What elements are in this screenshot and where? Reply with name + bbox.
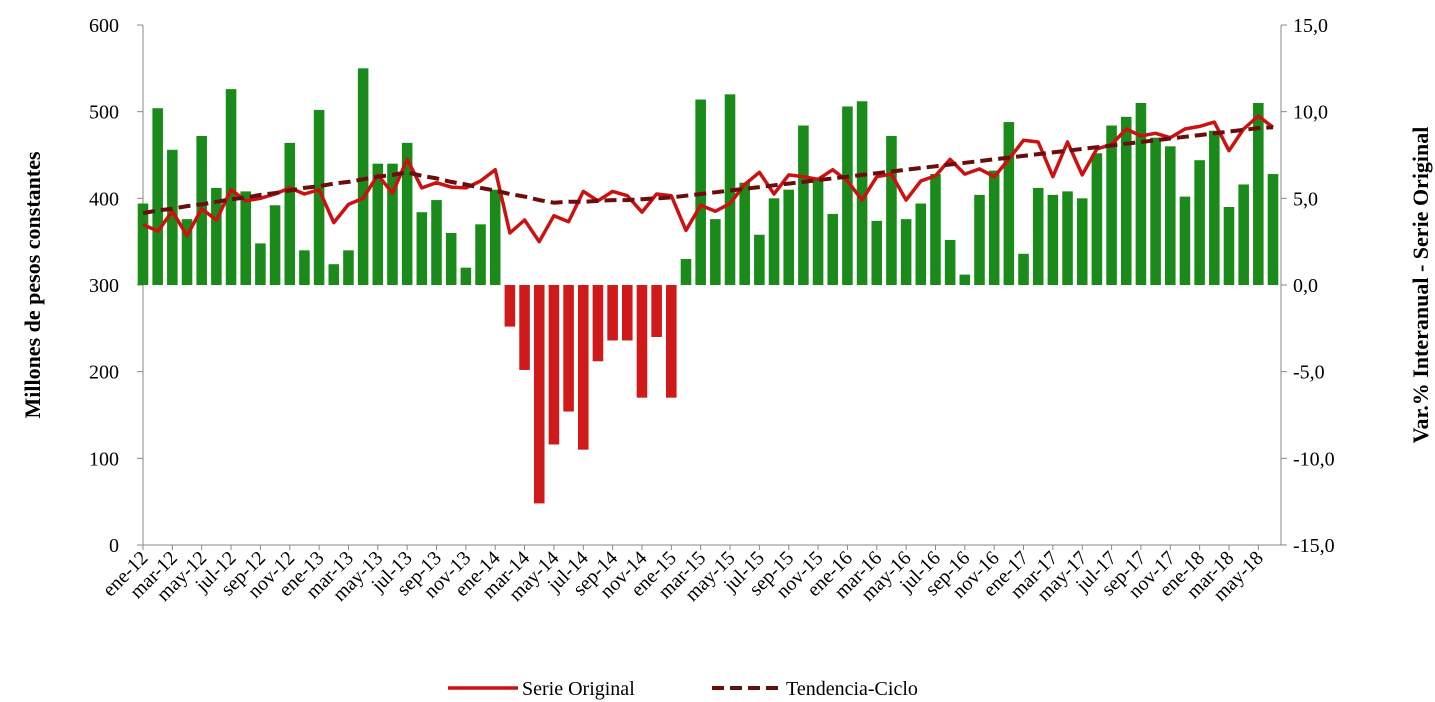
bar <box>1135 103 1147 285</box>
bar <box>137 203 149 285</box>
bar <box>284 142 296 285</box>
bar <box>1047 194 1059 285</box>
bar <box>871 220 883 285</box>
bar <box>1032 187 1044 285</box>
bar <box>533 285 545 504</box>
bar <box>1209 130 1220 285</box>
bar <box>504 285 516 327</box>
bar <box>651 285 662 337</box>
y-tick-label: 100 <box>89 448 119 470</box>
bar <box>680 259 692 285</box>
bar <box>343 250 354 285</box>
bar <box>431 200 442 285</box>
bar <box>666 285 677 398</box>
legend-label: Tendencia-Ciclo <box>786 678 918 700</box>
bar <box>607 285 618 341</box>
bar <box>1179 196 1191 285</box>
bar <box>944 239 956 285</box>
bar <box>255 243 266 285</box>
bar <box>915 203 927 285</box>
y2-axis-title: Var.% Interanual - Serie Original <box>1408 127 1433 444</box>
y2-tick-label: 0,0 <box>1293 275 1318 297</box>
bar <box>1120 116 1132 285</box>
bar <box>313 109 325 285</box>
y2-tick-label: 10,0 <box>1293 102 1328 124</box>
line-series <box>142 114 1275 244</box>
bar <box>328 264 340 285</box>
y-tick-label: 600 <box>89 15 119 37</box>
bar <box>1223 207 1235 285</box>
bar <box>387 163 398 285</box>
bar <box>548 285 560 445</box>
y2-tick-label: -15,0 <box>1293 535 1335 557</box>
bar <box>401 142 413 285</box>
bar <box>299 250 310 285</box>
bar <box>416 212 428 285</box>
bar <box>167 149 178 285</box>
y-tick-label: 500 <box>89 102 119 124</box>
bar <box>930 174 941 285</box>
bar <box>1106 125 1117 286</box>
bar <box>1018 253 1029 285</box>
bar <box>988 170 1000 285</box>
bar <box>225 89 237 285</box>
bar <box>577 285 589 450</box>
bar <box>592 285 604 362</box>
bar <box>710 219 721 285</box>
y-tick-label: 400 <box>89 188 119 210</box>
bar <box>886 135 897 285</box>
bar <box>959 274 971 285</box>
bar <box>475 224 486 285</box>
bar <box>1091 153 1103 285</box>
bar <box>783 189 794 285</box>
bar <box>269 205 281 285</box>
bar <box>856 101 868 286</box>
bar <box>622 285 633 341</box>
bar <box>1164 146 1176 285</box>
bar <box>519 285 530 370</box>
bar <box>1062 191 1073 285</box>
bar <box>812 179 824 285</box>
bar <box>152 108 163 285</box>
bar <box>768 198 780 285</box>
bar <box>357 68 369 285</box>
bar <box>445 233 457 285</box>
bar <box>842 106 853 285</box>
bar <box>1253 103 1264 285</box>
y2-tick-label: -10,0 <box>1293 448 1335 470</box>
line-series <box>142 125 1274 216</box>
bar <box>1238 184 1249 285</box>
y-tick-label: 0 <box>109 535 119 557</box>
bar <box>181 219 193 285</box>
bar <box>1076 198 1088 285</box>
bar <box>240 191 252 285</box>
legend-label: Serie Original <box>522 678 635 700</box>
y-tick-label: 200 <box>89 362 119 384</box>
bar <box>211 187 222 285</box>
y2-tick-label: -5,0 <box>1293 362 1325 384</box>
bar <box>372 163 384 285</box>
y2-tick-label: 15,0 <box>1293 15 1328 37</box>
bar <box>460 267 472 285</box>
bar <box>489 189 501 285</box>
bar <box>1150 137 1161 285</box>
bar <box>798 125 809 286</box>
y-tick-label: 300 <box>89 275 119 297</box>
bar <box>827 213 839 285</box>
bar <box>563 285 574 412</box>
y2-tick-label: 5,0 <box>1293 188 1318 210</box>
bar <box>900 219 912 285</box>
bar <box>754 234 765 285</box>
bar <box>739 182 750 285</box>
bar <box>1003 122 1015 285</box>
bar <box>1194 160 1205 285</box>
bar <box>1267 174 1279 285</box>
bar <box>974 194 985 285</box>
bar <box>636 285 648 398</box>
y-axis-title: Millones de pesos constantes <box>20 151 45 419</box>
